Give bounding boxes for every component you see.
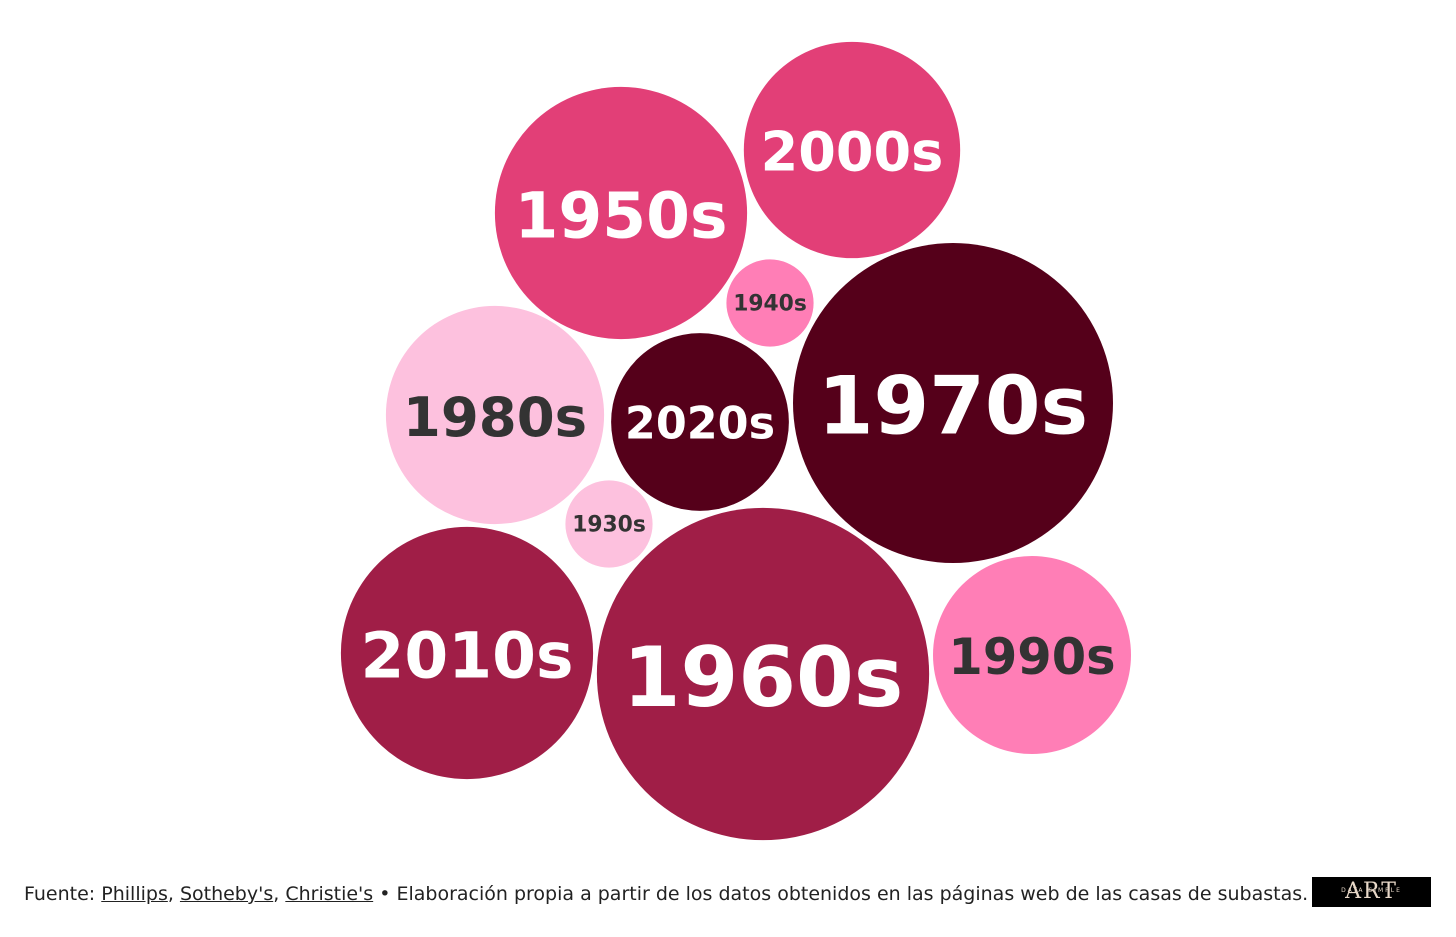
separator: , bbox=[273, 883, 280, 905]
bubble bbox=[596, 507, 930, 841]
bubble bbox=[494, 86, 748, 340]
source-prefix: Fuente: bbox=[24, 883, 96, 905]
bubble bbox=[793, 243, 1113, 563]
logo: ART DATA SIMPLE bbox=[1312, 877, 1431, 907]
source-link[interactable]: Phillips bbox=[101, 883, 168, 905]
bubble-label: 1990s bbox=[948, 628, 1115, 686]
bubble-label: 2000s bbox=[761, 121, 944, 184]
bubble bbox=[726, 259, 814, 347]
bubble-label: 1930s bbox=[572, 512, 646, 537]
bubble-label: 2010s bbox=[361, 619, 574, 693]
separator: , bbox=[167, 883, 174, 905]
footer-note: • Elaboración propia a partir de los dat… bbox=[379, 883, 1309, 905]
bubble-label: 1970s bbox=[818, 360, 1088, 453]
source-link[interactable]: Christie's bbox=[285, 883, 374, 905]
bubble bbox=[340, 526, 594, 780]
bubble-label: 1960s bbox=[623, 629, 904, 726]
bubble-label: 1980s bbox=[403, 385, 587, 449]
bubble-label: 1940s bbox=[733, 291, 807, 316]
bubble bbox=[743, 41, 961, 259]
logo-subtitle: DATA SIMPLE bbox=[1341, 887, 1402, 894]
bubble-label: 1950s bbox=[515, 179, 728, 253]
bubble-label: 2020s bbox=[625, 398, 775, 449]
source-link[interactable]: Sotheby's bbox=[179, 883, 274, 905]
footer: Fuente: Phillips, Sotheby's, Christie's … bbox=[24, 883, 1308, 905]
logo-title: ART bbox=[1345, 879, 1398, 904]
bubble bbox=[565, 480, 653, 568]
bubble bbox=[933, 556, 1131, 754]
chart: 1950s 2000s 1940s 1980s 2020s 1970s 1930s 2010s… bbox=[340, 41, 1131, 841]
bubble bbox=[611, 333, 789, 511]
bubble bbox=[385, 305, 605, 525]
